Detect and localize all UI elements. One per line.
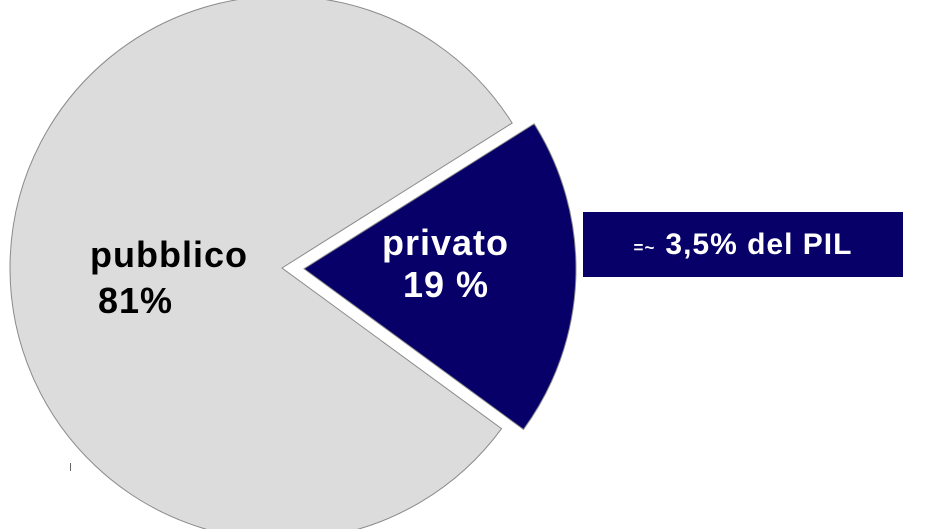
approx-equal-symbol: =~ bbox=[633, 237, 656, 257]
pie-slice-privato bbox=[303, 123, 577, 431]
pie-slice-pubblico bbox=[9, 0, 513, 529]
slice-label-pubblico: pubblico bbox=[90, 234, 248, 275]
tick-mark bbox=[70, 463, 71, 471]
pil-callout-text: 3,5% del PIL bbox=[665, 227, 853, 261]
slice-value-privato: 19 % bbox=[403, 264, 490, 305]
pil-callout-box: =~ 3,5% del PIL bbox=[583, 212, 903, 277]
slice-value-pubblico: 81% bbox=[98, 280, 174, 321]
slice-label-privato: privato bbox=[382, 222, 510, 263]
